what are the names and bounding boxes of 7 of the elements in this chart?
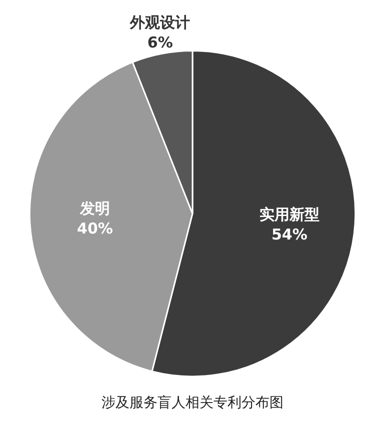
- slice-label: 发明: [78, 200, 110, 218]
- data-label: 54%: [271, 226, 308, 244]
- data-label: 6%: [147, 34, 173, 52]
- data-label: 40%: [77, 220, 113, 238]
- slice-label: 实用新型: [259, 206, 320, 224]
- slice-label: 外观设计: [129, 14, 190, 32]
- text: 涉及服务盲人相关专利分布图: [102, 394, 284, 412]
